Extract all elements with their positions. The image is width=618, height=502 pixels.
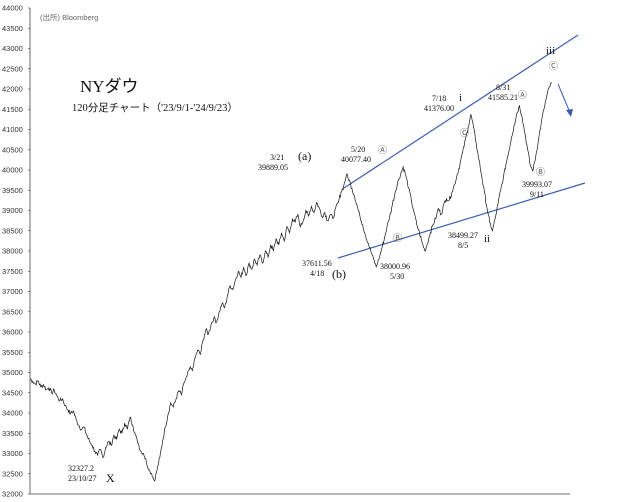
wave-circle-b-1: Ⓑ xyxy=(393,233,402,243)
y-tick-label: 40500 xyxy=(2,145,23,154)
y-tick-label: 37500 xyxy=(2,267,23,276)
y-tick-label: 35000 xyxy=(2,368,23,377)
chart-subtitle: 120分足チャート（'23/9/1-'24/9/23） xyxy=(72,102,238,114)
y-tick-label: 36000 xyxy=(2,328,23,337)
y-tick-label: 41500 xyxy=(2,105,23,114)
y-tick-label: 37000 xyxy=(2,287,23,296)
peak-may20-value: 40077.40 xyxy=(341,155,371,164)
chart-title: NYダウ xyxy=(80,77,139,96)
peak-a-date: 3/21 xyxy=(270,153,284,162)
wave-label-i: i xyxy=(459,92,462,104)
peak-jul18-date: 7/18 xyxy=(432,94,446,103)
peak-aug31-value: 41585.21 xyxy=(488,93,518,102)
low-x-value: 32327.2 xyxy=(68,464,94,473)
y-tick-label: 33000 xyxy=(2,449,23,458)
y-tick-label: 44000 xyxy=(2,4,23,13)
peak-a-value: 39889.05 xyxy=(258,163,288,172)
low-aug5-date: 8/5 xyxy=(458,241,468,250)
low-may30-date: 5/30 xyxy=(390,272,404,281)
lower-trendline xyxy=(337,182,586,259)
y-tick-label: 42500 xyxy=(2,64,23,73)
peak-jul18-value: 41376.00 xyxy=(424,104,454,113)
series-line xyxy=(29,82,552,482)
y-tick-label: 41000 xyxy=(2,125,23,134)
y-tick-labels: 44000 43500 43000 42500 42000 41500 41000 40500… xyxy=(2,4,30,499)
y-tick-label: 32000 xyxy=(2,490,23,499)
y-tick-label: 40000 xyxy=(2,166,23,175)
y-tick-label: 36500 xyxy=(2,307,23,316)
low-sep11-date: 9/11 xyxy=(530,190,544,199)
wave-circle-a-1: Ⓐ xyxy=(378,145,387,155)
low-b-value: 37611.56 xyxy=(302,259,332,268)
source-label: (出所) Bloomberg xyxy=(40,12,98,22)
wave-circle-a-2: Ⓐ xyxy=(518,90,527,100)
y-tick-label: 43500 xyxy=(2,24,23,33)
y-tick-label: 43000 xyxy=(2,44,23,53)
low-aug5-value: 38499.27 xyxy=(448,231,478,240)
y-tick-label: 38500 xyxy=(2,226,23,235)
y-tick-label: 34500 xyxy=(2,388,23,397)
wave-label-a: (a) xyxy=(298,149,311,163)
peak-may20-date: 5/20 xyxy=(351,145,365,154)
wave-circle-c-1: Ⓒ xyxy=(460,128,469,138)
y-tick-label: 35500 xyxy=(2,348,23,357)
wave-label-x: X xyxy=(106,471,115,485)
wave-circle-b-2: Ⓑ xyxy=(536,167,545,177)
projection-arrowhead xyxy=(566,109,573,117)
y-tick-label: 33500 xyxy=(2,429,23,438)
y-tick-label: 34000 xyxy=(2,409,23,418)
wave-circle-c-2: Ⓒ xyxy=(549,61,558,71)
y-tick-label: 42000 xyxy=(2,85,23,94)
wave-label-iii: iii xyxy=(546,45,555,57)
low-x-date: 23/10/27 xyxy=(68,474,96,483)
low-sep11-value: 39993.07 xyxy=(522,180,552,189)
low-b-date: 4/18 xyxy=(310,269,324,278)
peak-aug31-date: 8/31 xyxy=(496,83,510,92)
y-tick-label: 38000 xyxy=(2,247,23,256)
wave-label-b: (b) xyxy=(332,267,346,281)
y-tick-label: 32500 xyxy=(2,469,23,478)
y-tick-label: 39000 xyxy=(2,206,23,215)
low-may30-value: 38000.96 xyxy=(380,262,410,271)
wave-label-ii: ii xyxy=(484,233,490,245)
y-tick-label: 39500 xyxy=(2,186,23,195)
upper-trendline xyxy=(343,34,579,189)
